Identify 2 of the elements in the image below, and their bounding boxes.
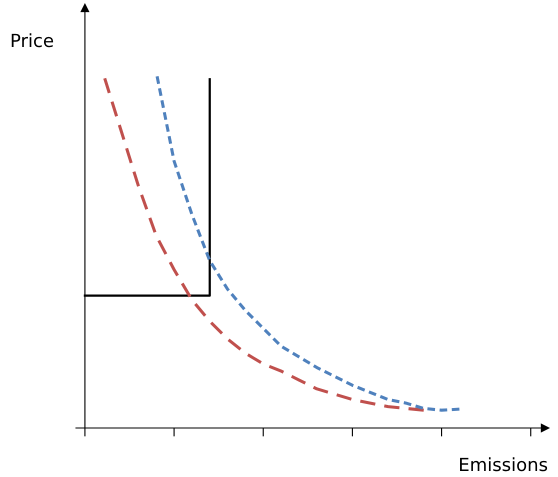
y-axis-title: Price [12, 33, 54, 48]
x-axis-title: Emissions [460, 457, 548, 472]
